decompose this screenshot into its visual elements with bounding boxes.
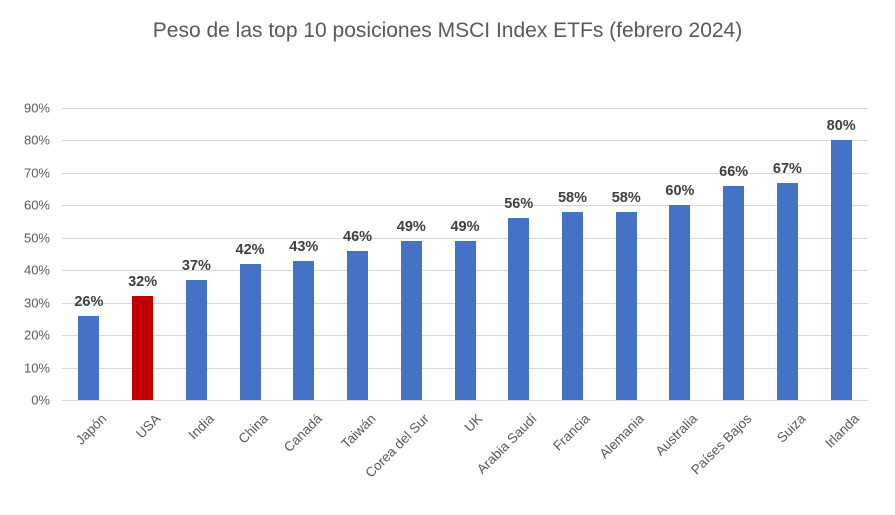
bar-group: 32% xyxy=(116,108,170,400)
bar xyxy=(561,211,583,400)
bar-group: 66% xyxy=(707,108,761,400)
bar-value-label: 67% xyxy=(772,160,802,177)
x-tick-label: USA xyxy=(132,411,164,442)
bar xyxy=(78,315,100,400)
chart-title: Peso de las top 10 posiciones MSCI Index… xyxy=(152,19,743,42)
x-tick-label: UK xyxy=(461,411,486,435)
bar-group: 67% xyxy=(761,108,815,400)
bar xyxy=(400,241,422,400)
y-tick-label: 80% xyxy=(23,132,50,148)
bar-group: 46% xyxy=(331,108,385,400)
bars: 26% 32% 37% 42% 43% 46% 49% 49% 56% 58% 58% 60% 66% 6… xyxy=(62,108,868,400)
bar-group: 43% xyxy=(277,108,331,400)
gridline xyxy=(62,237,868,239)
x-tick-label: China xyxy=(235,411,271,447)
x-slot: Francia xyxy=(546,401,600,513)
x-slot: USA xyxy=(116,401,170,513)
bar-value-label: 26% xyxy=(74,293,104,310)
y-tick-label: 50% xyxy=(23,230,50,246)
bar-value-label: 37% xyxy=(181,257,211,274)
bar xyxy=(347,250,369,400)
x-tick-label: Australia xyxy=(652,411,701,459)
y-tick-label: 90% xyxy=(23,100,50,116)
bar xyxy=(239,263,261,400)
x-tick-label: Taiwán xyxy=(337,411,379,452)
bar xyxy=(615,211,637,400)
bar-group: 49% xyxy=(438,108,492,400)
x-slot: Canadá xyxy=(277,401,331,513)
x-slot: Irlanda xyxy=(814,401,868,513)
x-slot: Arabia Saudí xyxy=(474,401,546,513)
bar-value-label: 49% xyxy=(396,219,426,236)
x-slot: Países Bajos xyxy=(688,401,761,513)
bar-value-label: 58% xyxy=(557,189,587,206)
x-tick-label: Canadá xyxy=(280,411,325,456)
y-tick-label: 20% xyxy=(23,327,50,343)
x-tick-label: Suiza xyxy=(773,411,809,446)
bar-group: 49% xyxy=(384,108,438,400)
bar-value-label: 49% xyxy=(450,219,480,236)
x-tick-label: Alemania xyxy=(596,411,647,462)
bar xyxy=(508,218,530,400)
x-slot: India xyxy=(169,401,223,513)
bar xyxy=(830,140,852,400)
y-axis-labels: 0% 10% 20% 30% 40% 50% 60% 70% 80% 90% xyxy=(0,101,50,408)
gridline xyxy=(62,205,868,207)
bar xyxy=(132,296,154,400)
bar-value-label: 46% xyxy=(343,228,373,245)
x-tick-label: Francia xyxy=(550,411,594,454)
x-tick-label: Irlanda xyxy=(821,411,862,451)
bar-value-label: 58% xyxy=(611,189,641,206)
plot-area: 0% 10% 20% 30% 40% 50% 60% 70% 80% 90% 26% 32% 37% 4… xyxy=(24,101,868,408)
bar-value-label: 66% xyxy=(719,163,749,180)
bar xyxy=(723,185,745,400)
bar-value-label: 56% xyxy=(504,196,534,213)
y-tick-label: 40% xyxy=(23,262,50,278)
bar-value-label: 42% xyxy=(235,241,265,258)
x-slot: Alemania xyxy=(596,401,653,513)
bar-group: 42% xyxy=(223,108,277,400)
bar-group: 58% xyxy=(599,108,653,400)
y-tick-label: 10% xyxy=(23,360,50,376)
y-tick-label: 60% xyxy=(23,197,50,213)
x-slot: China xyxy=(223,401,277,513)
y-tick-label: 0% xyxy=(31,392,50,408)
bar-value-label: 32% xyxy=(128,274,158,291)
y-tick-label: 30% xyxy=(23,295,50,311)
gridline xyxy=(62,140,868,142)
bar-group: 80% xyxy=(814,108,868,400)
gridline xyxy=(62,108,868,109)
bar-value-label: 80% xyxy=(826,118,856,135)
y-tick-label: 70% xyxy=(23,165,50,181)
x-slot: Suiza xyxy=(761,401,815,513)
bar xyxy=(185,279,207,400)
bar-value-label: 60% xyxy=(665,183,695,200)
bar-value-label: 43% xyxy=(289,238,319,255)
bar-group: 58% xyxy=(546,108,600,400)
x-tick-label: India xyxy=(185,411,217,443)
gridline xyxy=(62,172,868,174)
x-axis-labels: Japón USA India China Canadá Taiwán Corea del … xyxy=(62,401,868,513)
bar xyxy=(776,182,798,400)
bar xyxy=(454,241,476,400)
x-slot: Japón xyxy=(62,401,116,513)
bar-group: 37% xyxy=(169,108,223,400)
x-slot: Corea del Sur xyxy=(362,401,438,513)
gridline xyxy=(62,400,868,401)
bar xyxy=(669,205,691,400)
x-tick-label: Japón xyxy=(72,411,110,448)
bar-group: 60% xyxy=(653,108,707,400)
bar xyxy=(293,260,315,400)
bar-group: 56% xyxy=(492,108,546,400)
bar-group: 26% xyxy=(62,108,116,400)
